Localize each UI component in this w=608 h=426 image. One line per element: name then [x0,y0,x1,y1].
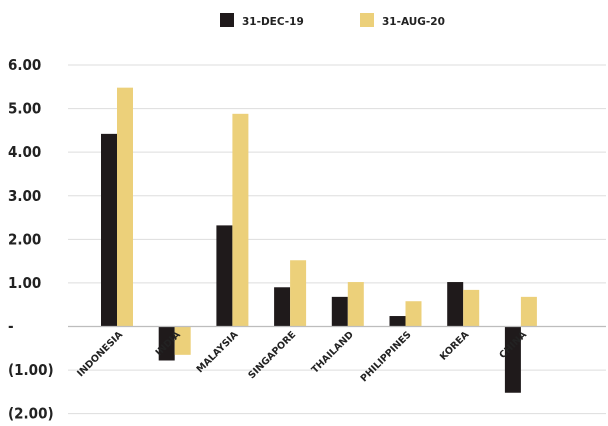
legend-label: 31-AUG-20 [382,16,445,28]
bar-31-aug-20-korea [463,289,480,327]
legend: 31-DEC-19 31-AUG-20 [220,13,445,28]
y-tick-label: 6.00 [8,56,41,74]
x-tick-label: INDONESIA [75,329,125,379]
x-tick-label: SINGAPORE [246,329,298,381]
y-tick-label: 1.00 [8,274,41,292]
y-tick-label: (1.00) [8,361,54,379]
y-tick-label: 3.00 [8,187,41,205]
x-tick-label: KOREA [438,329,472,363]
y-tick-label: 4.00 [8,143,41,161]
legend-label: 31-DEC-19 [242,16,304,28]
bar-31-aug-20-thailand [347,282,364,327]
y-tick-label: (2.00) [8,405,54,423]
x-tick-label: THAILAND [310,329,356,375]
bar-31-dec-19-singapore [274,287,291,327]
x-tick-label: PHILIPPINES [359,329,414,384]
bar-31-dec-19-malaysia [216,225,233,327]
bar-31-dec-19-india [158,326,175,361]
bar-31-dec-19-korea [447,282,464,327]
bar-31-aug-20-indonesia [117,87,133,327]
y-tick-label: 5.00 [8,100,41,118]
legend-swatch [220,13,234,27]
x-tick-label: MALAYSIA [195,329,241,375]
bar-31-aug-20-singapore [290,260,307,327]
bar-31-aug-20-china [520,296,537,327]
x-axis: INDONESIA INDIA MALAYSIA SINGAPORE THAILAND P… [75,329,529,384]
bar-31-dec-19-thailand [331,296,348,327]
y-tick-label: - [8,318,14,336]
bars [101,87,537,393]
bar-31-dec-19-indonesia [101,133,117,327]
bar-31-dec-19-philippines [389,316,406,327]
bar-31-aug-20-philippines [405,301,422,327]
bar-31-aug-20-malaysia [232,113,249,327]
bar-31-aug-20-india [174,326,191,355]
legend-swatch [360,13,374,27]
gridlines [68,64,606,415]
y-tick-label: 2.00 [8,230,41,248]
y-axis: 6.00 5.00 4.00 3.00 2.00 1.00 - (1.00) (2.00) [8,56,54,423]
bar-31-dec-19-china [504,326,521,393]
